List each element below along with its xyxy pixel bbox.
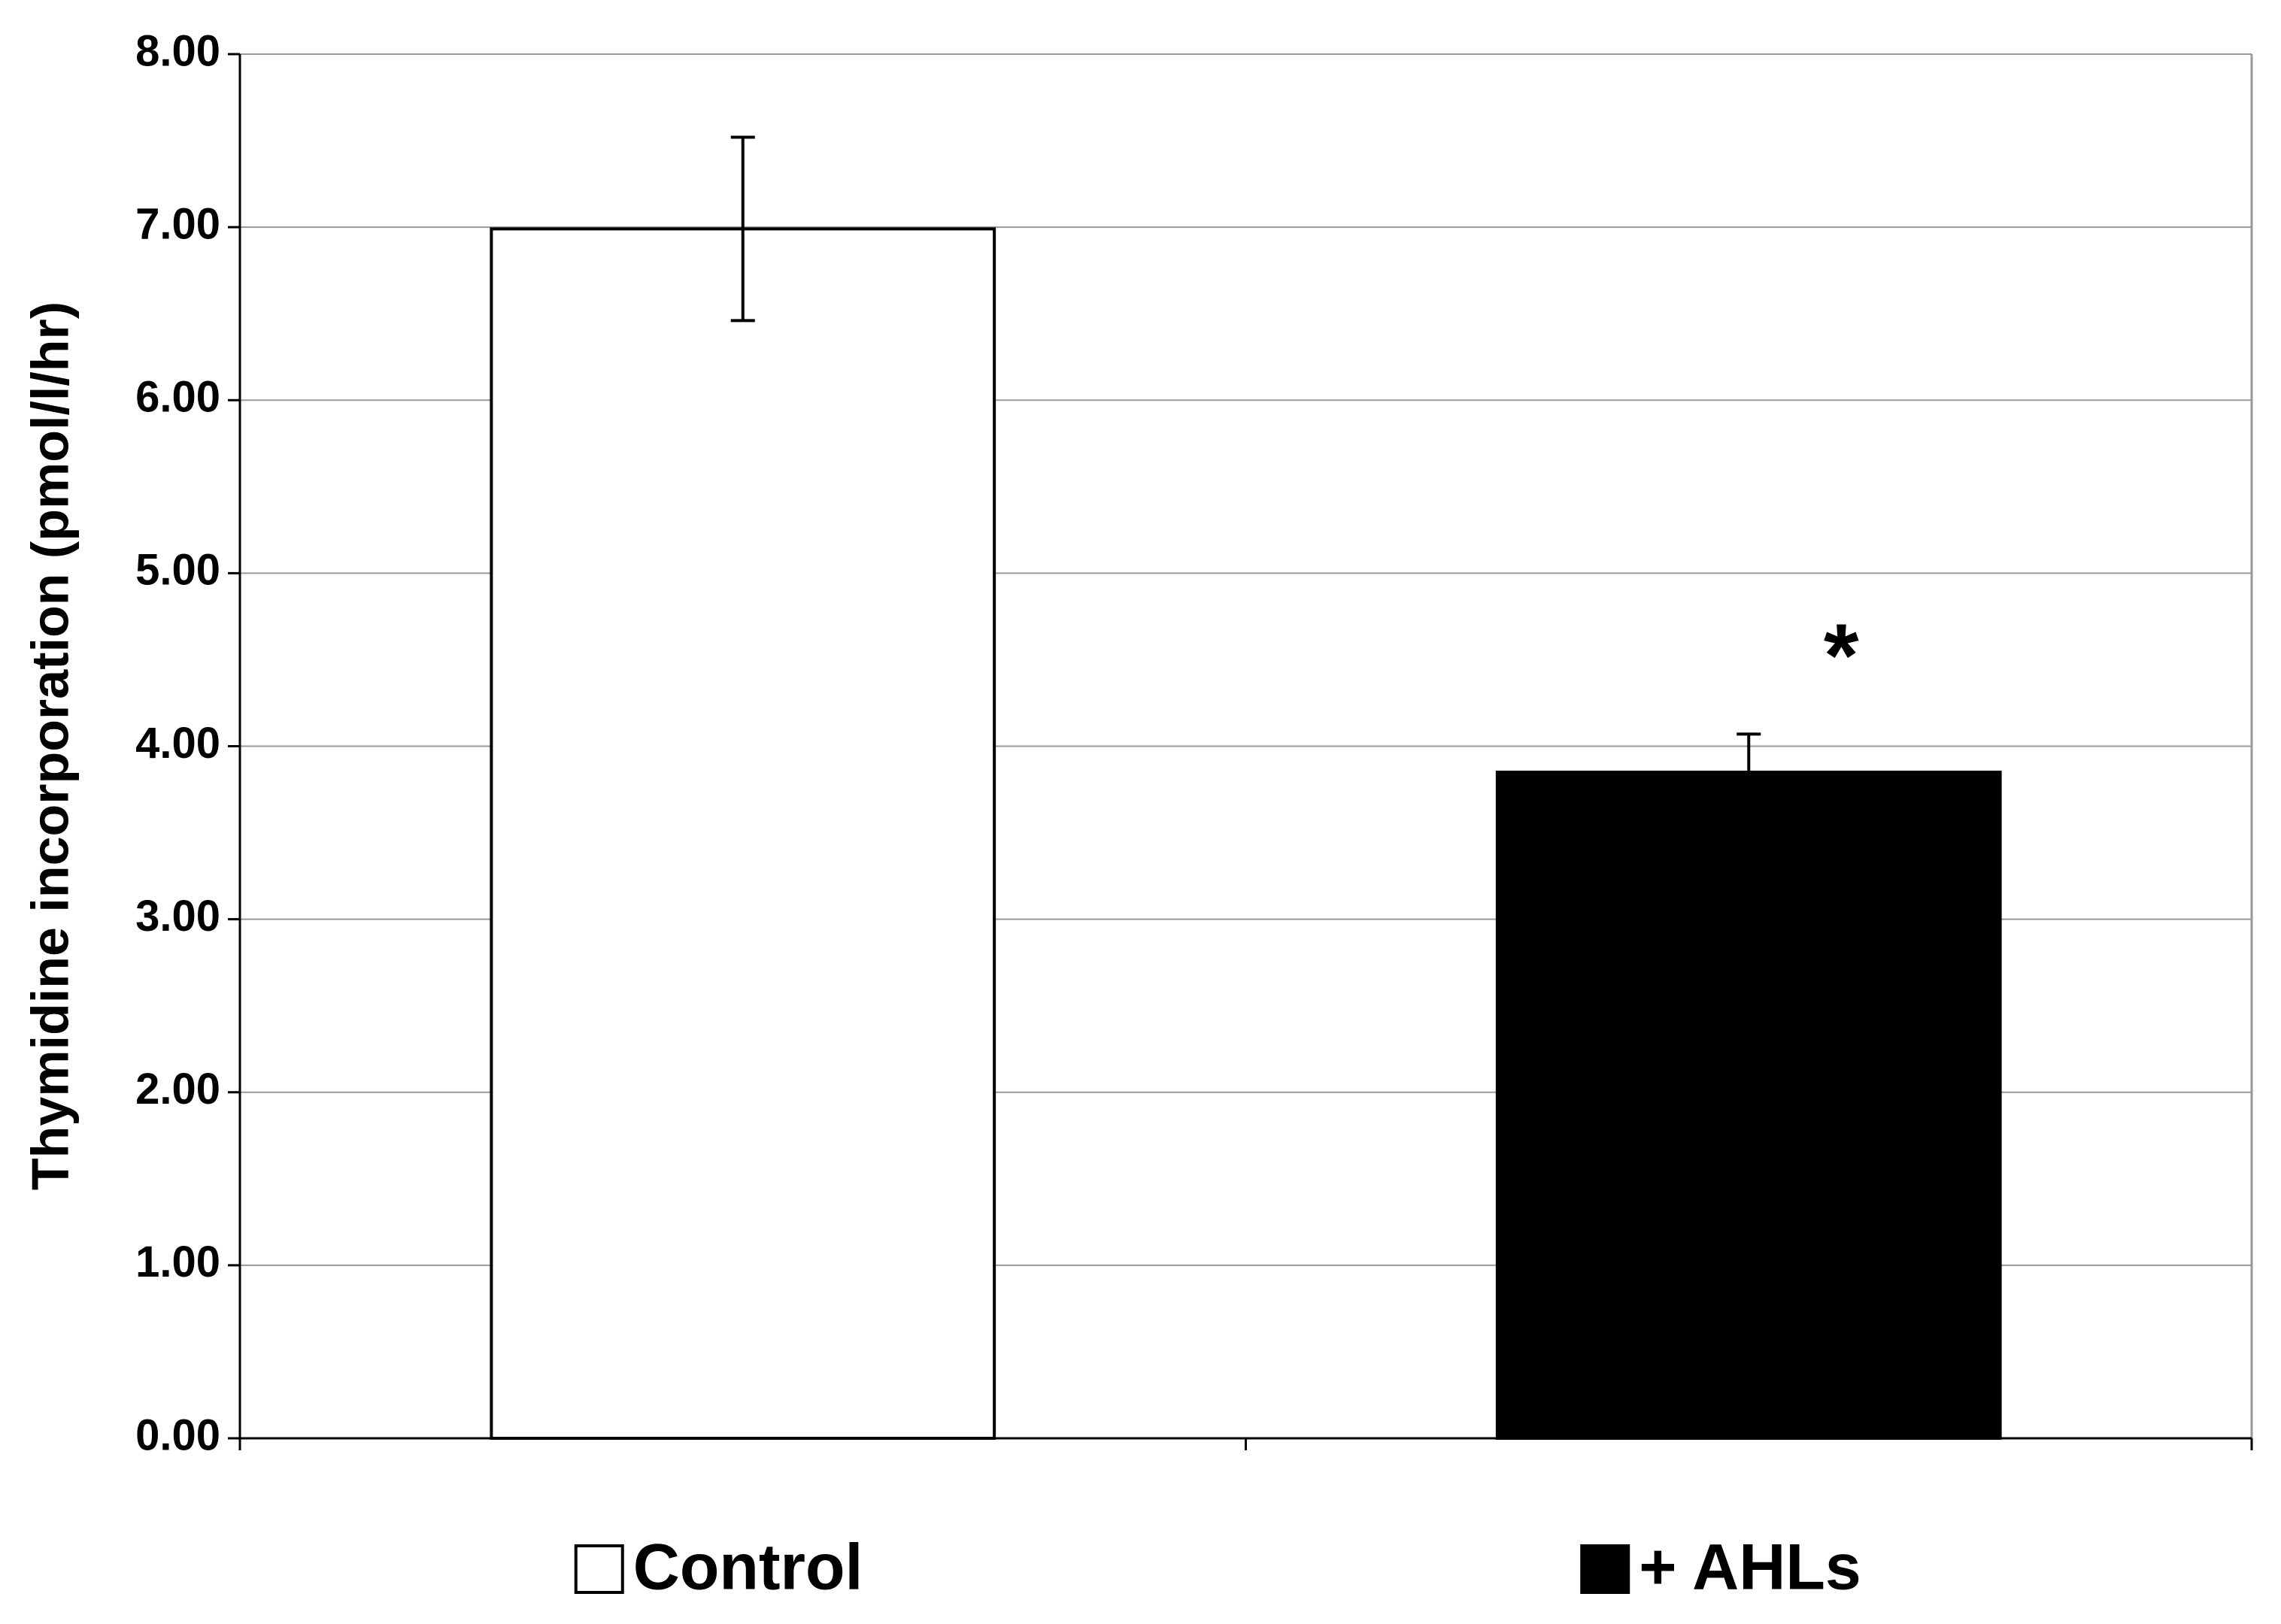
bar [490,227,996,1440]
legend-swatch [574,1544,624,1594]
y-axis-label: Thymidine incorporation (pmol/l/hr) [20,301,79,1190]
x-tick-label: Control [633,1532,863,1604]
legend-swatch [1580,1544,1630,1594]
y-tick-label: 4.00 [135,719,220,768]
error-bar [730,135,755,323]
y-tick-label: 6.00 [135,373,220,422]
y-tick-label: 5.00 [135,546,220,595]
error-bar [1737,732,1761,812]
y-tick-label: 0.00 [135,1410,220,1459]
annotation: * [1824,605,1859,706]
x-tick-label: + AHLs [1639,1532,1861,1604]
bar [1495,771,2002,1441]
y-tick-label: 7.00 [135,199,220,248]
y-tick-label: 3.00 [135,892,220,941]
y-tick-label: 1.00 [135,1238,220,1286]
y-tick-label: 8.00 [135,26,220,75]
y-tick-label: 2.00 [135,1065,220,1113]
